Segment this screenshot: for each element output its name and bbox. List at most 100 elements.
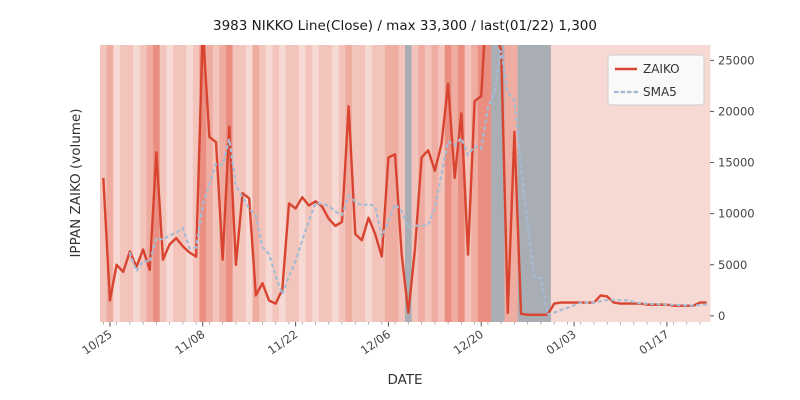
- day-band: [637, 45, 645, 322]
- day-band: [305, 45, 313, 322]
- day-band: [219, 45, 227, 322]
- day-band: [126, 45, 134, 322]
- day-band: [153, 45, 161, 322]
- day-band: [318, 45, 326, 322]
- day-band: [464, 45, 472, 322]
- day-band: [192, 45, 200, 322]
- day-band: [471, 45, 479, 322]
- y-tick-label: 10000: [718, 207, 755, 221]
- day-band: [590, 45, 598, 322]
- x-tick-label: 11/08: [172, 327, 207, 357]
- day-band: [623, 45, 631, 322]
- sma5-line: [128, 50, 708, 317]
- day-band: [312, 45, 320, 322]
- day-band: [325, 45, 333, 322]
- day-band: [696, 45, 704, 322]
- day-band: [391, 45, 399, 322]
- day-band: [497, 45, 505, 322]
- day-band: [511, 45, 519, 322]
- day-band: [179, 45, 187, 322]
- y-tick-label: 15000: [718, 156, 755, 170]
- legend-zaiko-label: ZAIKO: [643, 62, 680, 76]
- day-band: [172, 45, 180, 322]
- day-band: [424, 45, 432, 322]
- y-tick-label: 5000: [718, 258, 747, 272]
- day-band: [259, 45, 267, 322]
- zaiko-line: [102, 45, 707, 317]
- day-band: [564, 45, 572, 322]
- day-band: [411, 45, 419, 322]
- legend-sma5-label: SMA5: [643, 85, 677, 99]
- day-band: [491, 45, 499, 322]
- day-band: [385, 45, 393, 322]
- day-band: [159, 45, 167, 322]
- y-tick-label: 0: [718, 309, 725, 323]
- day-band: [597, 45, 605, 322]
- day-band: [106, 45, 114, 322]
- day-band: [550, 45, 558, 322]
- day-band: [292, 45, 300, 322]
- day-band: [139, 45, 147, 322]
- x-tick-label: 01/03: [544, 327, 579, 357]
- y-tick-label: 25000: [718, 53, 755, 67]
- legend: ZAIKO SMA5: [607, 54, 705, 106]
- x-axis-label: DATE: [387, 372, 422, 388]
- series-lines: [102, 45, 708, 317]
- day-band: [252, 45, 260, 322]
- day-band: [358, 45, 366, 322]
- day-band: [630, 45, 638, 322]
- day-band: [610, 45, 618, 322]
- chart-title: 3983 NIKKO Line(Close) / max 33,300 / la…: [213, 18, 597, 34]
- day-band: [279, 45, 287, 322]
- x-tick-label: 10/25: [79, 327, 114, 357]
- day-band: [670, 45, 678, 322]
- day-band: [656, 45, 664, 322]
- day-band: [690, 45, 698, 322]
- day-band: [451, 45, 459, 322]
- day-band: [365, 45, 373, 322]
- day-band: [405, 45, 412, 322]
- day-band: [212, 45, 220, 322]
- day-band: [119, 45, 127, 322]
- day-band: [146, 45, 154, 322]
- day-band: [530, 45, 538, 322]
- day-band: [431, 45, 439, 322]
- day-band: [676, 45, 684, 322]
- day-band: [444, 45, 452, 322]
- day-band: [332, 45, 340, 322]
- day-band: [617, 45, 625, 322]
- day-band: [285, 45, 293, 322]
- x-tick-label: 01/17: [636, 327, 671, 357]
- day-band: [371, 45, 379, 322]
- day-band: [239, 45, 247, 322]
- day-band: [524, 45, 532, 322]
- day-band: [603, 45, 611, 322]
- day-band: [517, 45, 525, 322]
- day-band: [584, 45, 592, 322]
- y-axis-label: IPPAN ZAIKO (volume): [68, 108, 84, 257]
- day-band: [265, 45, 273, 322]
- day-band: [570, 45, 578, 322]
- day-band: [338, 45, 346, 322]
- day-band: [557, 45, 565, 322]
- day-band: [245, 45, 253, 322]
- day-band: [272, 45, 280, 322]
- day-band: [225, 45, 233, 322]
- day-band: [133, 45, 141, 322]
- day-band: [537, 45, 545, 322]
- day-band: [298, 45, 306, 322]
- day-band: [484, 45, 492, 322]
- day-band: [186, 45, 194, 322]
- day-band: [683, 45, 691, 322]
- day-band: [351, 45, 359, 322]
- day-band: [438, 45, 446, 322]
- y-tick-label: 20000: [718, 104, 755, 118]
- day-band: [577, 45, 585, 322]
- day-band: [477, 45, 485, 322]
- day-band: [504, 45, 512, 322]
- x-tick-label: 11/22: [265, 327, 300, 357]
- day-band: [113, 45, 121, 322]
- day-band: [703, 45, 711, 322]
